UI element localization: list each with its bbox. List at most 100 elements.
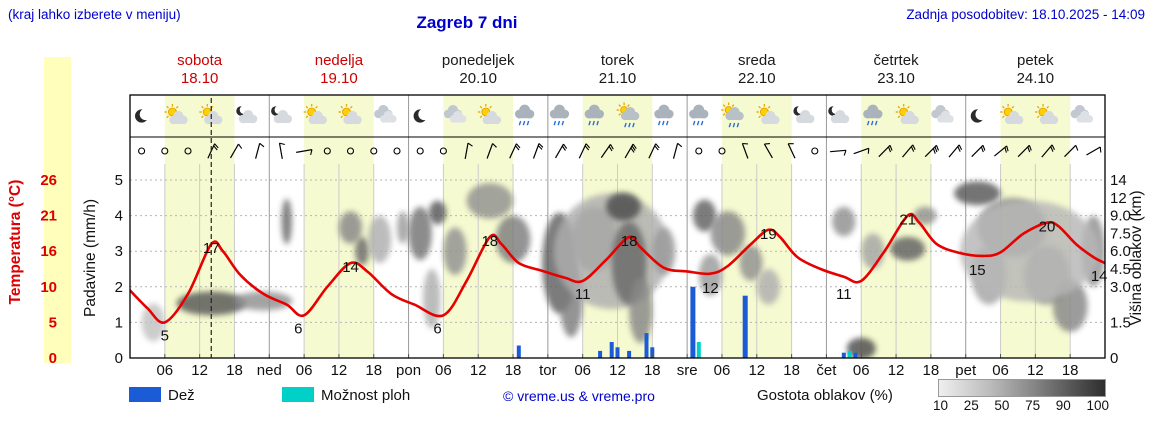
wind-barb-tick	[584, 145, 590, 151]
temp-max-label: 17	[203, 240, 220, 257]
x-day-abbrev: pet	[955, 362, 977, 379]
sun-ray	[618, 104, 622, 107]
raindrop-icon	[628, 122, 631, 128]
raindrop-icon	[557, 120, 561, 126]
wind-barb-tick	[655, 143, 660, 149]
cloud-icon	[308, 111, 327, 125]
cloud-part	[939, 118, 952, 123]
raindrop-icon	[596, 120, 599, 126]
day-date: 24.10	[1016, 70, 1055, 87]
cloud-part	[691, 113, 707, 119]
sun-ray	[758, 115, 761, 119]
sun-ray	[1046, 105, 1050, 109]
wind-calm-icon	[416, 147, 424, 155]
wind-barb-tick	[764, 143, 770, 145]
temp-max-label: 14	[342, 259, 359, 276]
wind-barb-tick	[1004, 147, 1007, 153]
weather-icon-partly	[303, 104, 327, 125]
cloud-axis-tick: 1.5	[1110, 314, 1131, 331]
x-hour-label: 12	[1027, 362, 1044, 379]
wind-calm-icon	[184, 147, 192, 155]
temp-max-label: 19	[760, 226, 777, 243]
weather-icon-cloud	[931, 105, 954, 123]
wind-barb-tick	[982, 145, 986, 151]
temperature-curve	[130, 212, 1105, 324]
wind-barb-tick	[515, 145, 520, 151]
day-name: sreda	[738, 52, 776, 69]
moon-icon-mask	[139, 108, 152, 121]
precip-axis-tick: 0	[115, 350, 123, 367]
cloud-icon	[900, 111, 919, 125]
weather-icon-cloudmoon	[271, 105, 293, 124]
cloud-blob	[234, 291, 293, 311]
wind-barb-tick	[467, 142, 473, 147]
raindrop-icon	[732, 122, 736, 128]
cloud-blob	[756, 269, 781, 305]
temp-axis-tick: 10	[40, 279, 57, 296]
x-hour-label: 18	[644, 362, 661, 379]
cloud-icon	[863, 104, 883, 119]
raindrop-icon	[657, 120, 661, 126]
wind-calm-icon	[695, 147, 703, 155]
temp-max-label: 20	[1039, 219, 1056, 236]
cloud-icon	[343, 111, 362, 125]
cloud-part	[656, 113, 672, 119]
sun-ray	[166, 105, 169, 109]
wind-calm-icon	[138, 147, 146, 155]
copyright-link[interactable]: © vreme.us & vreme.pro	[503, 388, 655, 404]
x-hour-label: 18	[226, 362, 243, 379]
temp-min-label: 12	[702, 280, 719, 297]
rain-bar	[650, 347, 655, 358]
cloud-icon	[482, 111, 502, 125]
day-header: nedelja 19.10	[315, 52, 363, 88]
sun-ray	[897, 115, 901, 119]
cloud-icon	[273, 110, 293, 124]
x-day-abbrev: ned	[257, 362, 282, 379]
rain-bar	[690, 286, 696, 358]
sun-ray	[166, 115, 169, 119]
day-date: 21.10	[598, 70, 637, 87]
cloud-icon	[238, 110, 258, 124]
cloud-icon	[514, 104, 535, 119]
raindrop-icon	[661, 120, 665, 126]
wind-barb-icon	[1064, 144, 1077, 158]
raindrop-icon	[518, 120, 522, 126]
wind-barb-tick	[867, 148, 870, 154]
wind-barb-icon	[672, 143, 679, 159]
raindrop-icon	[874, 120, 878, 126]
cloud-blob	[281, 198, 292, 245]
wind-barb-tick	[980, 146, 984, 153]
cloud-axis-tick: 3.0	[1110, 279, 1131, 296]
temp-min-label: 5	[161, 327, 169, 344]
cloud-part	[171, 119, 186, 124]
cloud-icon	[725, 107, 744, 121]
cloud-blob	[355, 237, 370, 266]
wind-barb-icon	[486, 143, 494, 159]
raindrop-icon	[728, 122, 732, 128]
x-hour-label: 12	[888, 362, 905, 379]
cloud-blob	[832, 206, 856, 237]
rain-legend-swatch	[129, 387, 161, 402]
precip-axis-tick: 5	[115, 172, 123, 189]
cloud-axis-tick: 7.5	[1110, 225, 1131, 242]
wind-barb-tick	[608, 146, 613, 152]
wind-barb-tick	[677, 142, 683, 148]
raindrop-icon	[696, 120, 700, 126]
sun-ray	[349, 105, 353, 109]
sun-ray	[201, 105, 204, 109]
weather-icon-moon	[413, 108, 430, 123]
x-hour-label: 12	[191, 362, 208, 379]
wind-barb-tick	[561, 145, 566, 151]
temp-min-label: 15	[969, 262, 986, 279]
density-tick-label: 75	[1025, 398, 1041, 413]
cloud-part	[623, 115, 638, 120]
x-hour-label: 18	[1062, 362, 1079, 379]
sun-ray	[479, 105, 483, 109]
wind-barb-tick	[279, 142, 285, 146]
x-hour-label: 12	[748, 362, 765, 379]
wind-barb-tick	[654, 145, 659, 151]
page-title: Zagreb 7 dni	[416, 13, 518, 32]
temp-max-label: 18	[481, 233, 498, 250]
temp-max-label: 21	[899, 212, 916, 229]
cloud-icon	[1039, 111, 1059, 125]
